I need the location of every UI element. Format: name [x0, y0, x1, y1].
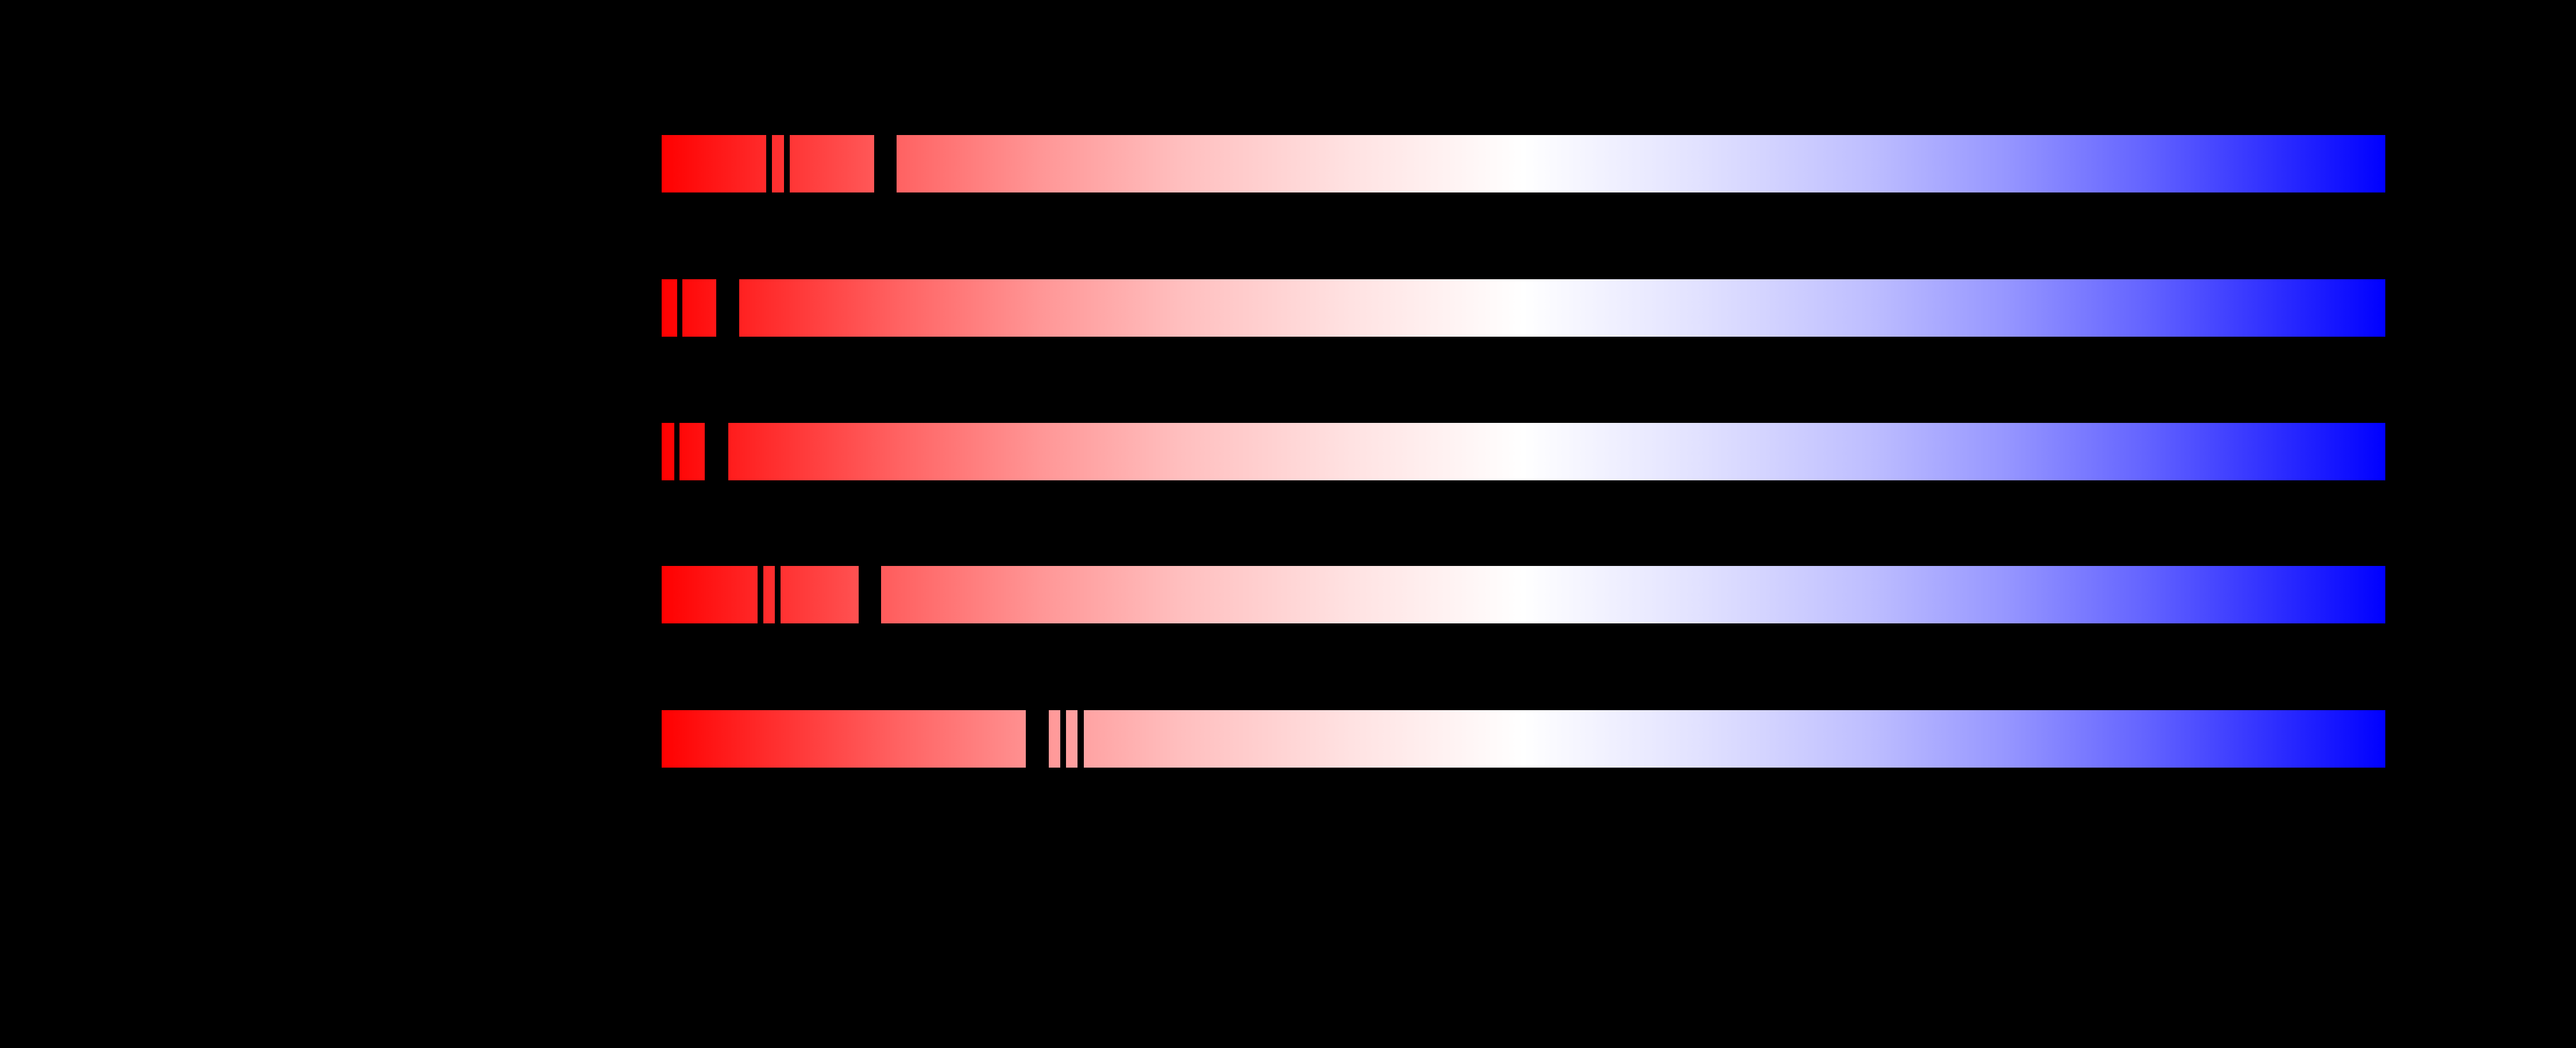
gradient-strip-1	[662, 135, 2385, 192]
thin-tick-mark	[1060, 710, 1066, 768]
thin-tick-mark	[784, 135, 790, 192]
thick-tick-mark	[859, 566, 881, 623]
thin-tick-mark	[775, 566, 781, 623]
thick-tick-mark	[1026, 710, 1049, 768]
thin-tick-mark	[1077, 710, 1084, 768]
thin-tick-mark	[677, 279, 682, 337]
thick-tick-mark	[874, 135, 897, 192]
thick-tick-mark	[716, 279, 739, 337]
gradient-strip-4	[662, 566, 2385, 623]
thin-tick-mark	[766, 135, 772, 192]
gradient-strip-5	[662, 710, 2385, 768]
thin-tick-mark	[758, 566, 763, 623]
gradient-strip-3	[662, 423, 2385, 480]
gradient-strip-2	[662, 279, 2385, 337]
thin-tick-mark	[674, 423, 679, 480]
thick-tick-mark	[705, 423, 728, 480]
